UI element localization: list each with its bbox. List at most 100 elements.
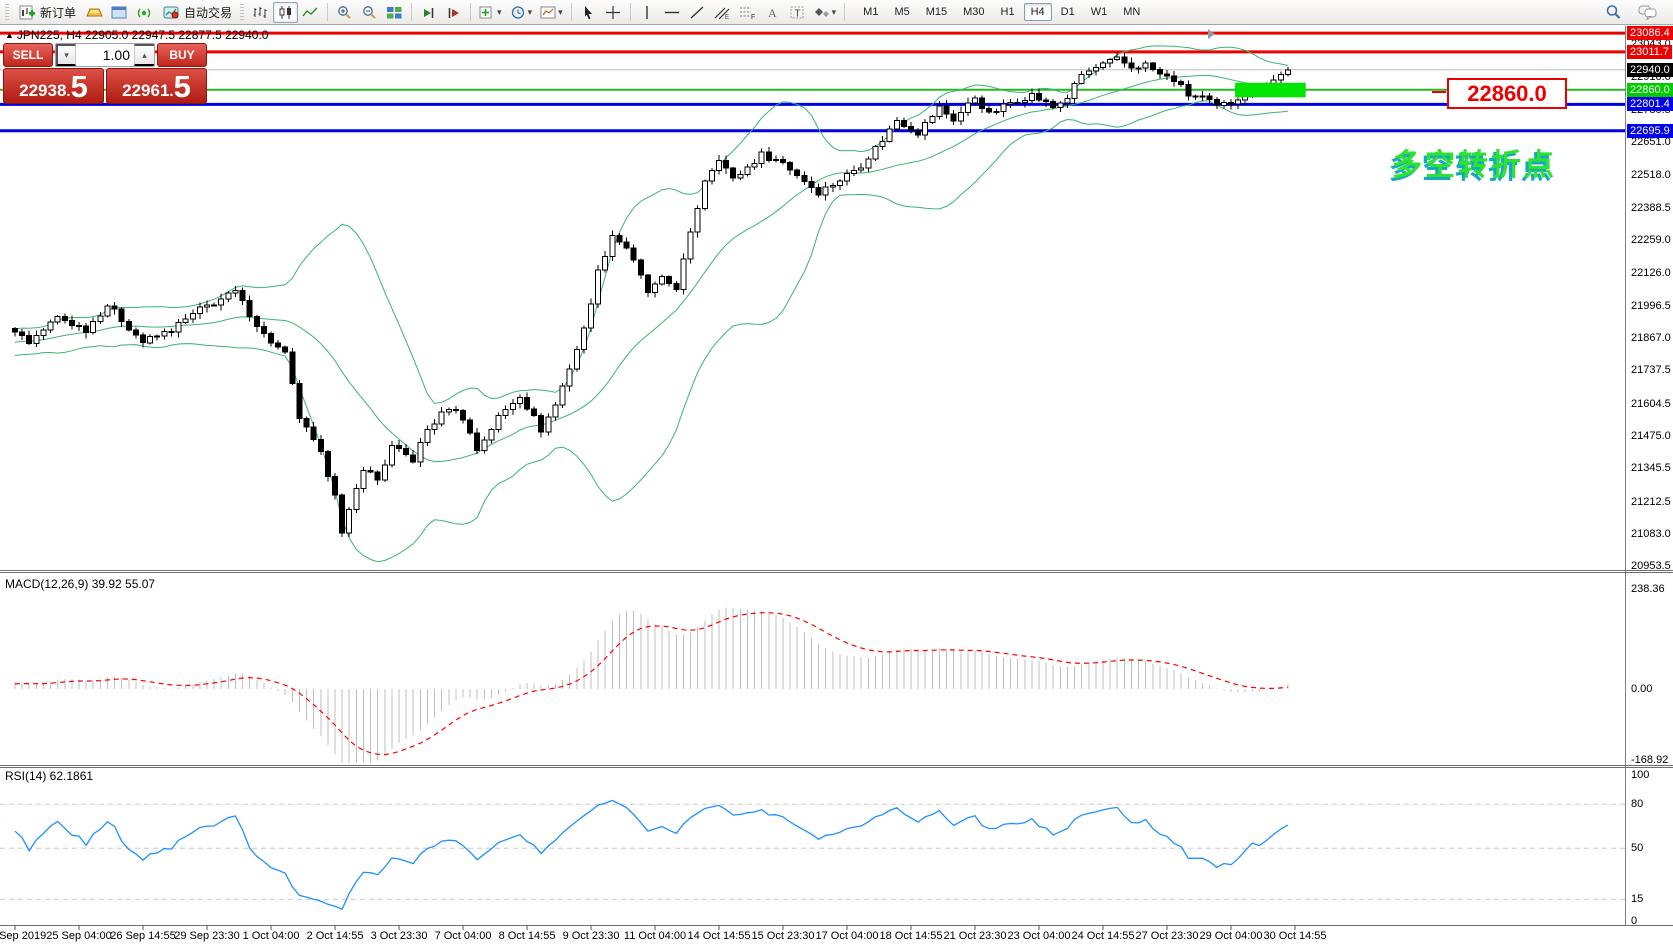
- candle-body: [12, 328, 18, 333]
- sell-price[interactable]: 22938. 5: [3, 68, 104, 104]
- vertical-line-button[interactable]: [635, 2, 660, 23]
- label-button[interactable]: T: [785, 2, 810, 23]
- candle-body: [687, 231, 694, 260]
- candle-body: [90, 321, 97, 334]
- candle-body: [673, 283, 680, 290]
- text-icon: A: [768, 6, 777, 20]
- candle-body: [943, 105, 950, 115]
- candle-body: [204, 304, 210, 308]
- indicators-button[interactable]: ▾: [475, 2, 506, 23]
- chat-icon: [1638, 5, 1657, 20]
- timeframe-m5-button[interactable]: M5: [887, 3, 916, 21]
- chart-shift-button[interactable]: [441, 2, 466, 23]
- buy-price[interactable]: 22961. 5: [106, 68, 207, 104]
- timeframe-d1-button[interactable]: D1: [1054, 3, 1082, 21]
- volume-input[interactable]: [76, 44, 134, 66]
- buy-button[interactable]: BUY: [157, 43, 207, 67]
- clock-icon: [511, 5, 524, 19]
- autotrade-button[interactable]: 自动交易: [157, 1, 238, 24]
- candle-body: [1135, 67, 1142, 70]
- candle-body: [922, 121, 929, 136]
- timeframe-h1-button[interactable]: H1: [994, 3, 1022, 21]
- candle-body: [1064, 97, 1071, 104]
- candle-body: [161, 330, 168, 337]
- timeframe-mn-button[interactable]: MN: [1116, 3, 1147, 21]
- candle-body: [680, 258, 687, 290]
- template-icon: [540, 6, 556, 18]
- tile-windows-button[interactable]: [382, 2, 407, 23]
- cursor-button[interactable]: [576, 2, 601, 23]
- candle-body: [1078, 74, 1085, 84]
- zoom-out-button[interactable]: [357, 2, 382, 23]
- sell-button[interactable]: SELL: [3, 43, 53, 67]
- terminal-button[interactable]: [107, 2, 132, 23]
- candle-body: [61, 315, 68, 322]
- main-price-pane[interactable]: [0, 31, 1625, 563]
- channel-button[interactable]: E: [710, 2, 735, 23]
- candle-body: [1007, 101, 1014, 105]
- timeframe-m30-button[interactable]: M30: [956, 3, 991, 21]
- candle-body: [1213, 98, 1220, 106]
- candle-body: [232, 290, 239, 294]
- candle-body: [538, 415, 545, 433]
- candle-body: [452, 409, 459, 412]
- candle-body: [1028, 92, 1035, 102]
- candle-body: [1178, 81, 1185, 85]
- candle-body: [460, 410, 466, 421]
- new-order-button[interactable]: 新订单: [13, 1, 82, 24]
- text-button[interactable]: A: [760, 2, 785, 23]
- search-button[interactable]: [1600, 1, 1626, 23]
- bar-chart-button[interactable]: [248, 2, 273, 23]
- signal-button[interactable]: [132, 2, 157, 23]
- candle-body: [296, 383, 303, 419]
- crosshair-button[interactable]: [601, 2, 626, 23]
- timeframe-group: M1 M5 M15 M30 H1 H4 D1 W1 MN: [855, 3, 1148, 21]
- templates-button[interactable]: ▾: [536, 2, 567, 23]
- candle-body: [1043, 99, 1050, 102]
- shapes-button[interactable]: ▾: [810, 2, 841, 23]
- candle-body: [68, 320, 75, 326]
- gold-button[interactable]: [82, 2, 107, 23]
- auto-scroll-button[interactable]: [416, 2, 441, 23]
- timeframe-m1-button[interactable]: M1: [856, 3, 885, 21]
- timeframe-h4-button[interactable]: H4: [1023, 3, 1052, 21]
- trendline-button[interactable]: [685, 2, 710, 23]
- line-chart-icon: [302, 7, 318, 16]
- volume-decrease-button[interactable]: ▾: [56, 44, 76, 66]
- macd-pane[interactable]: [14, 607, 1289, 763]
- rsi-pane[interactable]: [0, 799, 1625, 911]
- candle-body: [765, 151, 772, 161]
- candle-body: [474, 432, 481, 451]
- zoom-in-button[interactable]: [332, 2, 357, 23]
- horizontal-line-button[interactable]: [660, 2, 685, 23]
- volume-increase-button[interactable]: ▴: [134, 44, 154, 66]
- chat-button[interactable]: [1634, 1, 1662, 23]
- candle-body: [979, 97, 986, 110]
- periods-button[interactable]: ▾: [506, 2, 537, 23]
- candle-body: [260, 326, 267, 334]
- new-order-icon: [19, 5, 35, 19]
- svg-text:A: A: [768, 6, 777, 20]
- fibonacci-button[interactable]: F: [735, 2, 760, 23]
- candle-body: [1057, 102, 1064, 108]
- candle-body: [388, 445, 395, 466]
- timeframe-m15-button[interactable]: M15: [919, 3, 954, 21]
- toolbar-grip: [5, 4, 9, 20]
- highlight-band-object[interactable]: [1235, 82, 1306, 98]
- candlestick-chart-button[interactable]: [273, 1, 299, 23]
- timeframe-w1-button[interactable]: W1: [1084, 3, 1115, 21]
- toolbar-separator: [844, 3, 846, 21]
- line-chart-button[interactable]: [298, 2, 323, 23]
- candle-body: [780, 159, 786, 163]
- candle-body: [396, 445, 402, 449]
- candle-body: [189, 312, 196, 320]
- candle-body: [1014, 101, 1021, 104]
- candle-body: [310, 426, 317, 441]
- candle-body: [339, 494, 346, 534]
- candle-body: [986, 108, 993, 113]
- horizontal-line-icon: [664, 11, 679, 13]
- candle-body: [616, 235, 623, 243]
- candle-body: [758, 151, 765, 164]
